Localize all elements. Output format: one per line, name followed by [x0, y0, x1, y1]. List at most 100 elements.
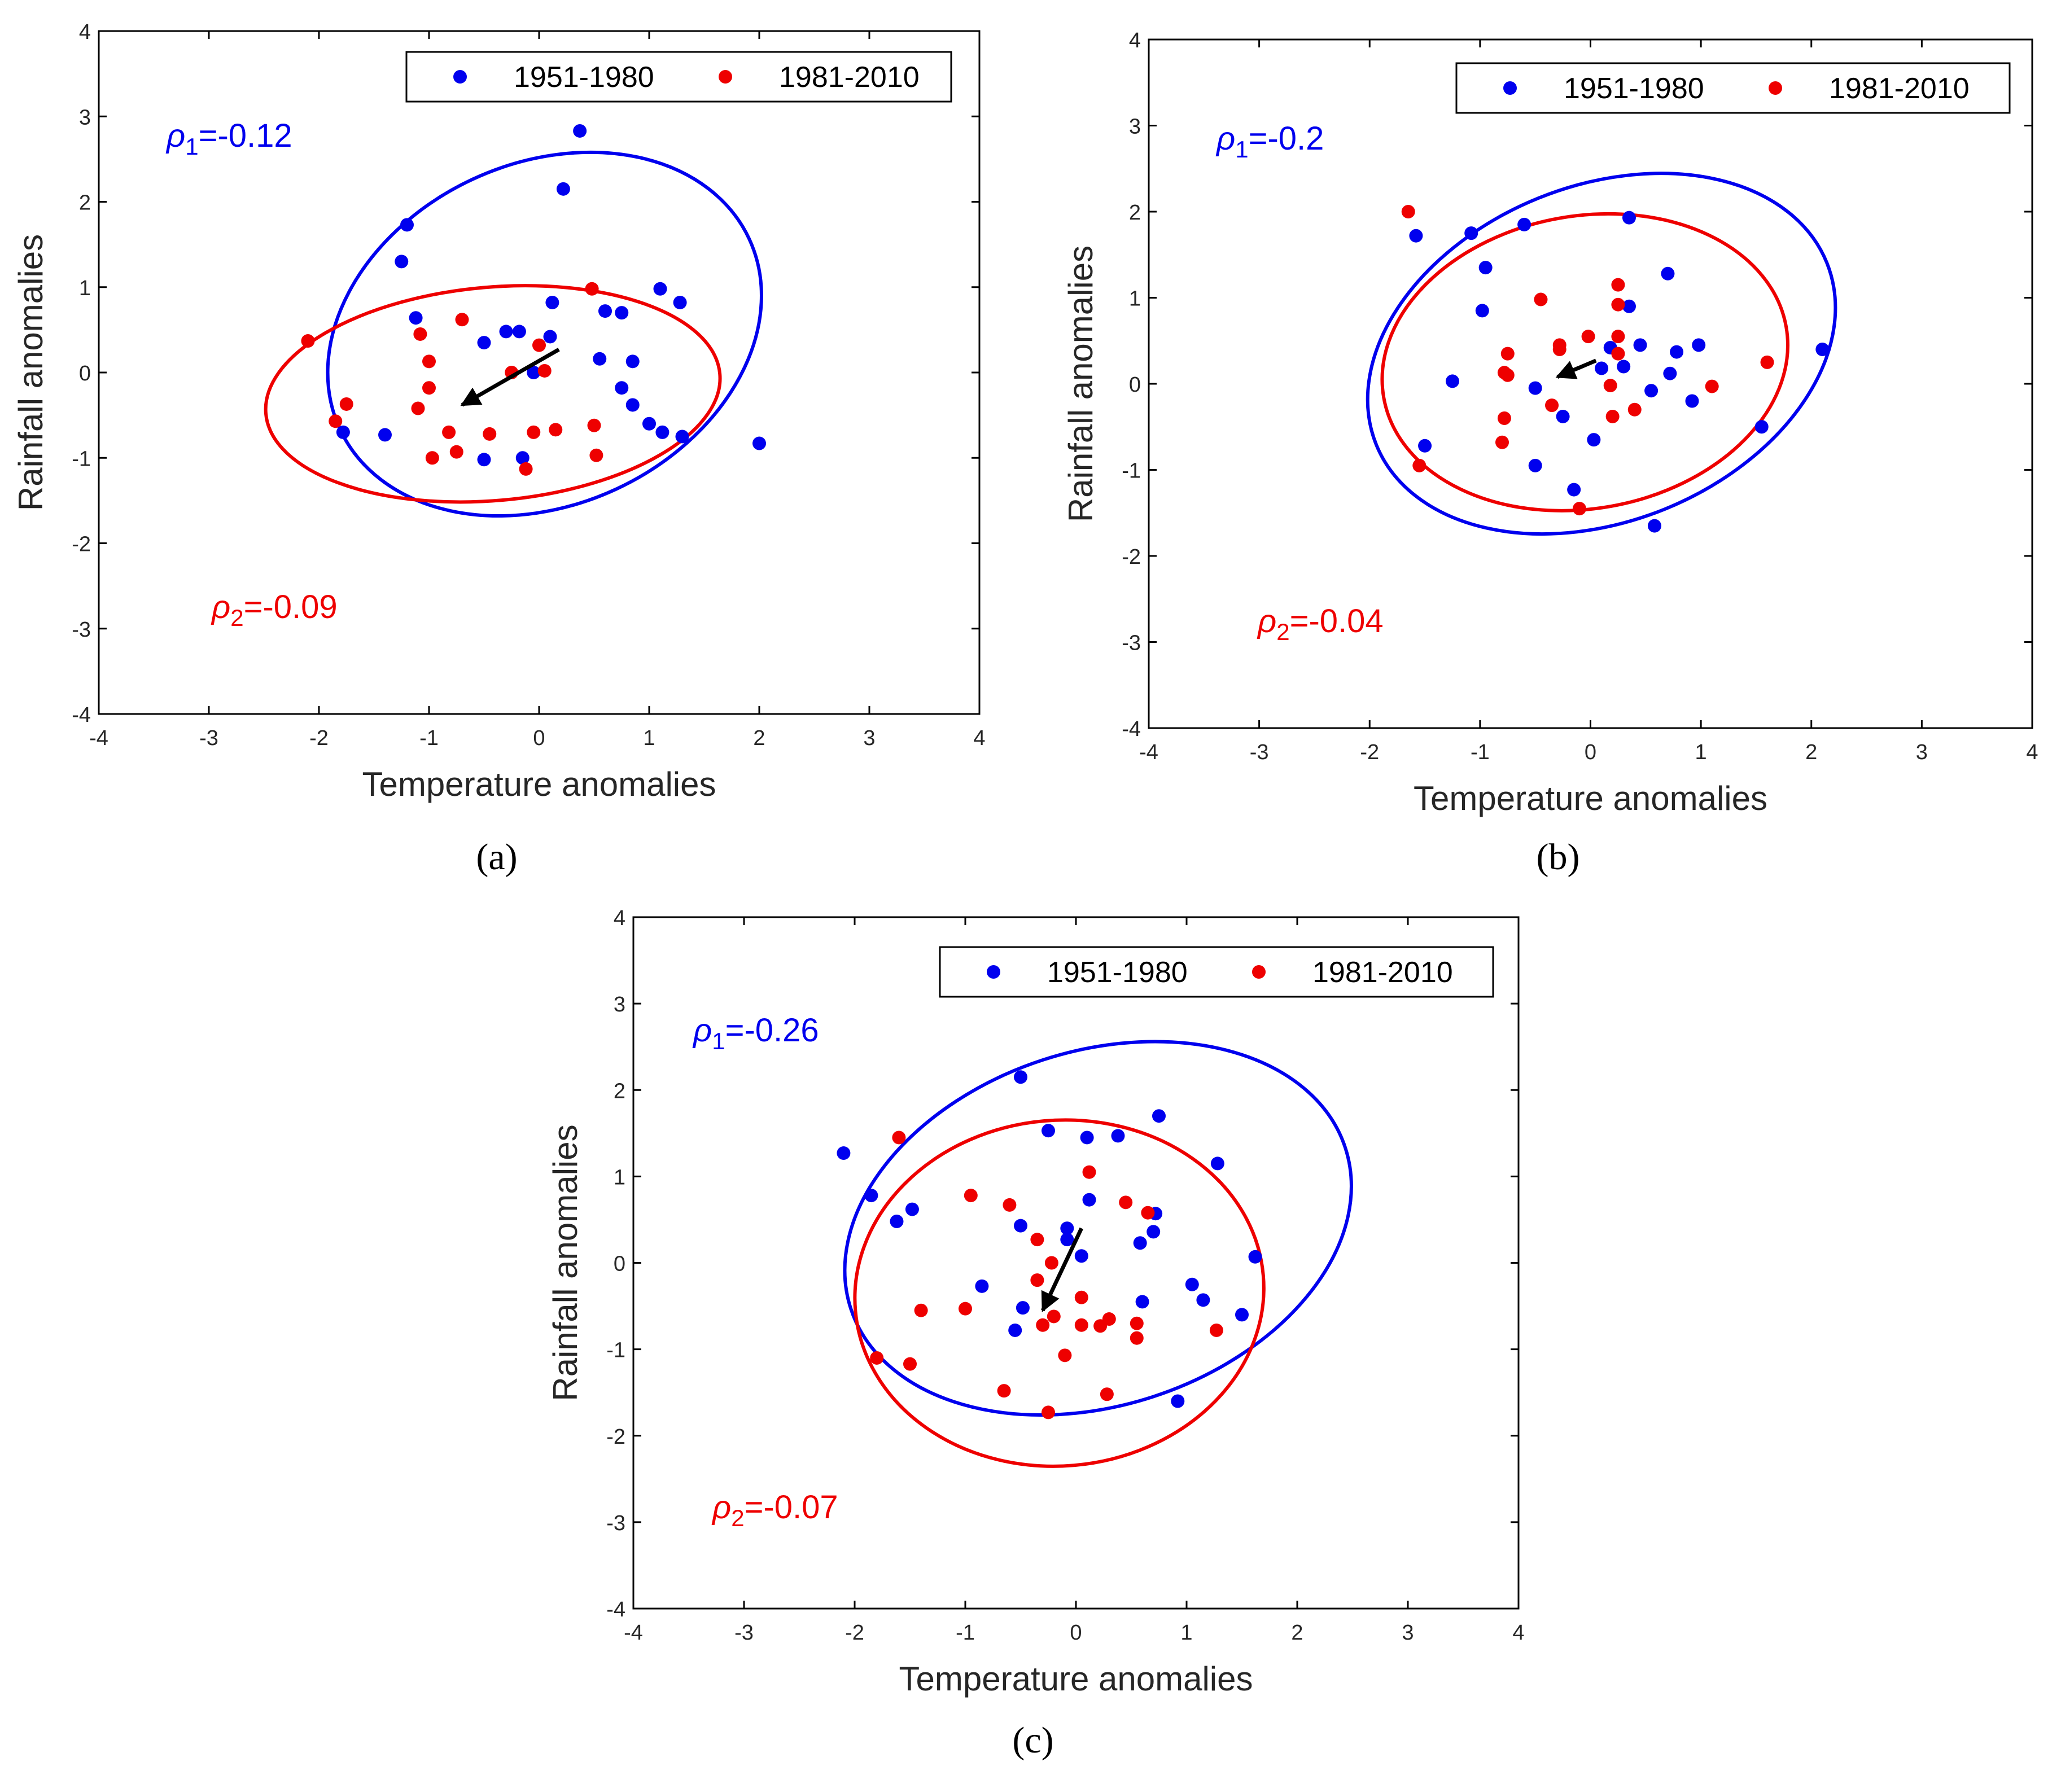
y-axis-label: Rainfall anomalies [12, 234, 50, 511]
data-point-series-0 [1135, 1295, 1149, 1309]
legend-label-0: 1951-1980 [1047, 956, 1188, 989]
y-tick-label: -2 [1122, 545, 1141, 569]
y-tick-label: 2 [1129, 201, 1141, 225]
data-point-series-0 [543, 330, 557, 344]
y-tick-label: 1 [1129, 287, 1141, 311]
data-point-series-1 [1572, 502, 1586, 516]
x-tick-label: -4 [1139, 741, 1158, 764]
data-point-series-1 [1042, 1405, 1055, 1419]
x-tick-label: 1 [1695, 741, 1707, 764]
data-point-series-0 [1663, 366, 1677, 380]
legend: 1951-1980 1981-2010 [1455, 62, 2011, 114]
shift-arrow [1555, 358, 1597, 379]
rho1-subscript: 1 [185, 133, 198, 160]
data-point-series-1 [411, 401, 425, 415]
legend-box [405, 51, 952, 103]
rho2-value: =-0.07 [745, 1489, 838, 1526]
rho2-symbol: ρ [211, 589, 230, 625]
data-point-series-0 [1595, 361, 1609, 375]
data-point-series-0 [642, 417, 656, 431]
y-tick-label: -4 [606, 1598, 625, 1622]
data-point-series-1 [1058, 1348, 1072, 1362]
legend-label-0: 1951-1980 [1564, 72, 1704, 105]
legend-label-1: 1981-2010 [1829, 72, 1970, 105]
y-tick-label: 0 [1129, 373, 1141, 397]
rho1-value: =-0.2 [1249, 120, 1324, 157]
data-point-series-1 [1412, 458, 1426, 472]
y-tick-label: 0 [614, 1252, 625, 1276]
data-point-series-0 [890, 1215, 904, 1228]
data-point-series-1 [329, 414, 343, 428]
data-point-series-1 [1036, 1318, 1050, 1332]
data-point-series-0 [545, 295, 559, 309]
data-point-series-1 [892, 1131, 906, 1145]
data-point-series-0 [1409, 229, 1423, 243]
data-point-series-1 [1082, 1165, 1096, 1179]
data-point-series-0 [1644, 384, 1659, 398]
data-point-series-0 [655, 425, 670, 439]
x-tick-label: -3 [199, 726, 218, 750]
x-axis-label: Temperature anomalies [899, 1660, 1253, 1698]
data-point-series-1 [301, 334, 315, 348]
rho2-annotation: ρ2=-0.09 [211, 589, 338, 631]
data-point-series-0 [1111, 1129, 1125, 1143]
legend-label-1: 1981-2010 [779, 61, 920, 94]
y-tick-label: -4 [1122, 717, 1141, 741]
data-point-series-1 [1209, 1323, 1223, 1337]
x-tick-label: 2 [1805, 741, 1817, 764]
rho2-subscript: 2 [731, 1505, 744, 1531]
data-point-series-0 [615, 381, 629, 395]
panel-label: (c) [1012, 1720, 1053, 1761]
y-tick-label: 2 [614, 1079, 625, 1103]
legend-marker-1 [1252, 965, 1266, 979]
data-point-series-0 [1080, 1131, 1094, 1145]
data-point-series-0 [1528, 381, 1542, 395]
data-point-series-1 [1611, 278, 1625, 292]
data-point-series-0 [1633, 338, 1647, 352]
data-point-series-0 [1171, 1394, 1185, 1408]
y-tick-label: 4 [79, 20, 91, 44]
data-point-series-0 [1248, 1250, 1262, 1264]
rho1-subscript: 1 [712, 1028, 725, 1054]
x-tick-label: -2 [1360, 741, 1379, 764]
legend-marker-0 [453, 70, 467, 84]
y-tick-label: -3 [606, 1511, 625, 1535]
data-point-series-0 [336, 425, 350, 439]
data-point-series-0 [837, 1146, 851, 1160]
data-point-series-0 [1185, 1277, 1199, 1291]
data-point-series-1 [1500, 368, 1515, 382]
data-point-series-1 [1074, 1290, 1088, 1304]
data-point-series-1 [1545, 398, 1559, 413]
rho1-annotation: ρ1=-0.2 [1215, 120, 1324, 163]
data-point-series-0 [515, 451, 530, 465]
legend-marker-0 [1503, 81, 1517, 95]
data-point-series-0 [527, 366, 541, 379]
data-point-series-1 [1497, 411, 1511, 425]
y-tick-label: 3 [614, 993, 625, 1017]
data-point-series-1 [903, 1357, 917, 1371]
y-tick-label: 4 [614, 906, 625, 930]
data-point-series-1 [964, 1189, 978, 1203]
data-point-series-0 [1587, 433, 1601, 447]
y-tick-label: 2 [79, 191, 91, 215]
data-point-series-0 [477, 453, 491, 467]
data-point-series-0 [1754, 420, 1769, 434]
data-point-series-1 [1500, 347, 1515, 361]
x-tick-label: 4 [1512, 1621, 1524, 1645]
data-point-series-1 [1605, 409, 1620, 423]
data-point-series-0 [1133, 1236, 1147, 1250]
rho1-value: =-0.26 [725, 1012, 819, 1049]
data-point-series-0 [1235, 1308, 1249, 1322]
data-point-series-0 [573, 124, 587, 138]
data-point-series-0 [1074, 1249, 1088, 1263]
x-tick-label: -1 [956, 1621, 975, 1645]
data-point-series-0 [1016, 1301, 1030, 1315]
rho1-annotation: ρ1=-0.26 [692, 1012, 819, 1054]
rho2-value: =-0.04 [1290, 603, 1384, 639]
data-point-series-0 [653, 282, 667, 296]
data-point-series-0 [1617, 360, 1631, 374]
data-point-series-0 [1008, 1323, 1022, 1337]
data-point-series-1 [959, 1302, 972, 1316]
data-point-series-0 [1014, 1070, 1027, 1084]
x-tick-label: -1 [419, 726, 439, 750]
